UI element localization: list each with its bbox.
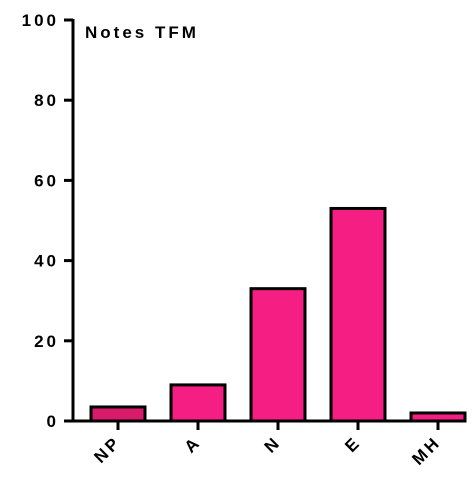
y-tick-label: 0 (47, 412, 59, 431)
y-tick-label: 20 (34, 332, 59, 351)
bars-layer (89, 206, 467, 423)
x-ticks: NP A N E MH (90, 421, 445, 469)
bar-e (329, 206, 387, 423)
x-tick-label: E (341, 432, 365, 456)
bar-np (89, 405, 147, 423)
x-tick-label: NP (90, 432, 124, 466)
bar-a (169, 383, 227, 423)
y-tick-label: 80 (34, 91, 59, 110)
y-ticks: 0 20 40 60 80 100 (22, 11, 73, 431)
x-tick-label: A (181, 432, 205, 456)
y-tick-label: 40 (34, 252, 59, 271)
x-tick-label: N (261, 432, 285, 456)
x-tick-label: MH (408, 432, 444, 468)
axes-layer (71, 19, 466, 423)
chart-title: Notes TFM (85, 23, 199, 42)
y-tick-label: 60 (34, 171, 59, 190)
y-tick-label: 100 (22, 11, 59, 30)
bar-n (249, 287, 307, 423)
